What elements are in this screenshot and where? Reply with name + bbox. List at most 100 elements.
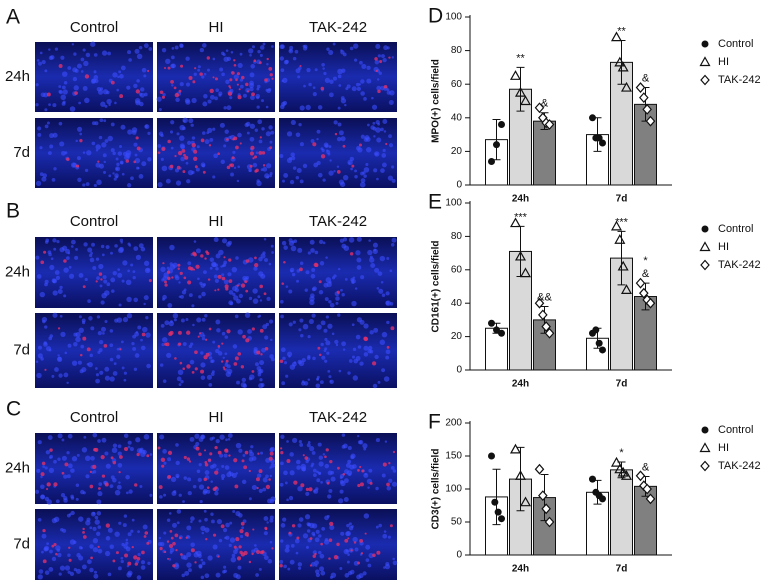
nucleus	[127, 445, 131, 449]
nucleus	[211, 436, 215, 440]
nucleus	[157, 144, 162, 148]
nucleus	[307, 335, 311, 339]
nucleus	[288, 495, 294, 501]
stain	[269, 451, 274, 456]
nucleus	[40, 357, 44, 361]
nucleus	[375, 438, 380, 443]
micrograph	[157, 237, 275, 308]
nucleus	[387, 535, 391, 539]
nucleus	[43, 342, 48, 347]
stain	[342, 472, 346, 476]
nucleus	[249, 123, 256, 129]
panel-letter: C	[6, 398, 21, 421]
nucleus	[112, 72, 118, 78]
nucleus	[188, 293, 193, 298]
nucleus	[292, 166, 297, 170]
stain	[223, 256, 226, 259]
nucleus	[319, 553, 325, 559]
stain	[100, 278, 103, 281]
stain	[167, 474, 172, 479]
significance: *	[619, 447, 624, 459]
nucleus	[343, 245, 350, 251]
nucleus	[42, 173, 48, 178]
nucleus	[200, 362, 206, 368]
nucleus	[261, 347, 266, 353]
stain	[212, 76, 215, 79]
nucleus	[97, 439, 101, 443]
nucleus	[215, 348, 220, 354]
panel-letter: A	[6, 6, 20, 29]
nucleus	[350, 455, 355, 460]
stain	[182, 367, 186, 371]
stain	[134, 483, 138, 487]
nucleus	[269, 172, 273, 176]
nucleus	[295, 68, 301, 74]
stain	[235, 78, 238, 82]
nucleus	[378, 288, 384, 294]
stain	[205, 250, 209, 254]
nucleus	[298, 439, 302, 444]
stain	[369, 481, 373, 485]
nucleus	[309, 239, 315, 245]
micrograph	[279, 313, 397, 388]
stain	[280, 451, 284, 455]
nucleus	[198, 462, 202, 467]
nucleus	[131, 127, 138, 133]
nucleus	[166, 518, 171, 522]
nucleus	[78, 315, 82, 319]
nucleus	[98, 263, 104, 270]
stain	[390, 326, 395, 331]
stain	[233, 59, 236, 62]
data-point	[645, 297, 656, 309]
stain	[169, 530, 173, 533]
nucleus	[52, 312, 58, 318]
nucleus	[381, 153, 387, 158]
nucleus	[338, 179, 345, 185]
nucleus	[383, 45, 388, 51]
stain	[379, 60, 383, 64]
nucleus	[346, 560, 350, 564]
stain	[214, 445, 218, 450]
nucleus	[209, 137, 214, 142]
nucleus	[139, 92, 145, 98]
nucleus	[43, 547, 48, 552]
nucleus	[170, 120, 175, 125]
stain	[193, 156, 198, 161]
nucleus	[160, 266, 166, 272]
stain	[357, 561, 361, 565]
nucleus	[360, 275, 365, 280]
stain	[105, 523, 111, 528]
stain	[336, 290, 340, 294]
stain	[385, 142, 388, 146]
data-point	[488, 452, 495, 460]
data-point	[534, 297, 545, 309]
nucleus	[329, 380, 332, 383]
nucleus	[118, 70, 122, 74]
nucleus	[250, 64, 256, 69]
nucleus	[349, 156, 355, 162]
stain	[159, 90, 164, 95]
stain	[204, 449, 207, 452]
nucleus	[48, 48, 51, 51]
stain	[134, 562, 138, 566]
stain	[194, 67, 197, 70]
nucleus	[316, 377, 319, 381]
nucleus	[93, 75, 99, 80]
stain	[220, 360, 224, 363]
nucleus	[251, 484, 257, 491]
legend-marker	[699, 56, 711, 67]
nucleus	[355, 250, 361, 256]
nucleus	[307, 378, 311, 381]
nucleus	[145, 315, 149, 320]
stain	[53, 482, 58, 487]
nucleus	[211, 262, 217, 268]
stain	[248, 469, 251, 473]
nucleus	[47, 250, 52, 255]
nucleus	[248, 449, 253, 454]
stain	[82, 535, 87, 539]
nucleus	[174, 168, 180, 173]
stain	[179, 536, 182, 540]
nucleus	[210, 372, 215, 376]
nucleus	[88, 253, 93, 258]
nucleus	[165, 58, 171, 64]
